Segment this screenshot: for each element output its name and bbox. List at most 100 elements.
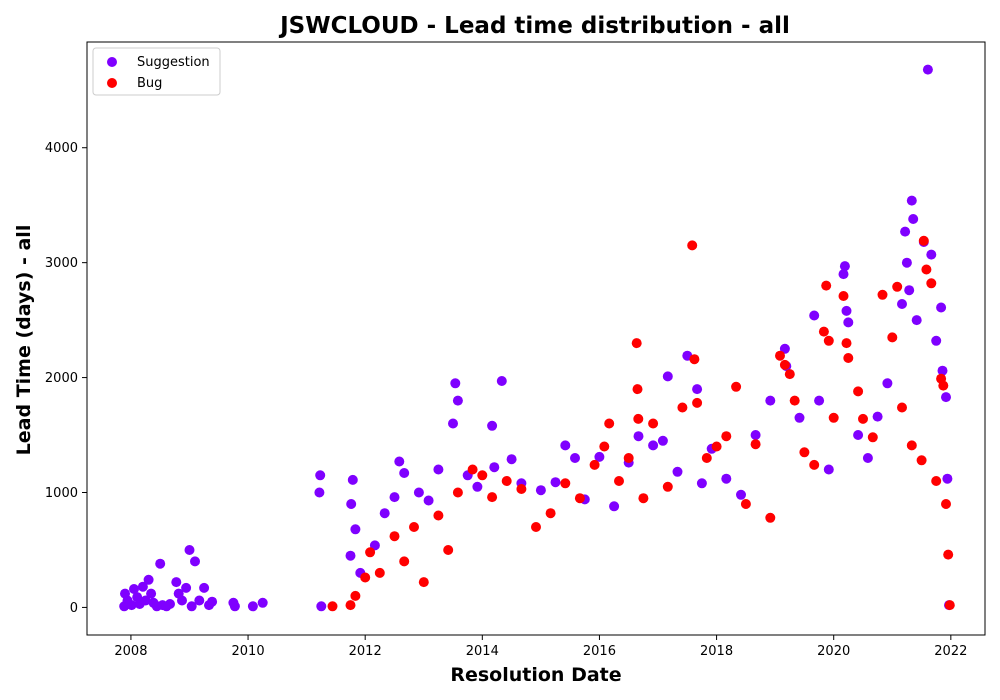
suggestion-point [199, 582, 210, 593]
suggestion-point [315, 470, 326, 481]
suggestion-point [472, 481, 483, 492]
suggestion-point [186, 601, 197, 612]
bug-point [614, 476, 624, 486]
suggestion-point [779, 343, 790, 354]
bug-point [926, 278, 937, 289]
suggestion-point [721, 473, 732, 484]
suggestion-point [506, 454, 517, 465]
bug-point [487, 492, 498, 503]
suggestion-point [489, 462, 500, 473]
bug-point [399, 556, 410, 567]
y-axis-label: Lead Time (days) - all [13, 225, 35, 456]
suggestion-point [146, 588, 157, 599]
suggestion-point [904, 285, 915, 296]
bug-point [589, 459, 600, 470]
suggestion-point [657, 435, 668, 446]
suggestion-point [931, 335, 942, 346]
suggestion-point [207, 596, 218, 607]
bug-point [409, 522, 419, 532]
legend: Suggestion Bug [92, 47, 221, 96]
y-tick-label: 3000 [45, 256, 78, 271]
suggestion-point [942, 473, 953, 484]
bug-point [721, 431, 732, 442]
suggestion-point [137, 581, 148, 592]
suggestion-point [129, 584, 139, 594]
suggestion-point [181, 582, 192, 593]
bug-point [841, 338, 852, 349]
suggestion-point [346, 499, 357, 509]
bug-point [365, 547, 376, 558]
bug-point [765, 512, 776, 523]
suggestion-point [140, 595, 151, 606]
bug-point [701, 453, 712, 463]
suggestion-point [350, 524, 361, 535]
bug-point [604, 418, 615, 429]
bug-point [443, 545, 454, 555]
suggestion-point [692, 384, 703, 395]
bug-point [638, 493, 649, 504]
suggestion-point [448, 418, 458, 429]
suggestion-point [570, 453, 580, 463]
suggestion-point [922, 64, 933, 75]
suggestion-point [379, 508, 390, 519]
bug-point [662, 481, 673, 492]
x-tick-label: 2010 [232, 644, 265, 659]
bug-point [821, 280, 832, 291]
suggestion-point [750, 430, 761, 440]
suggestion-point [882, 378, 893, 389]
bug-point [877, 289, 888, 300]
bug-point [867, 432, 878, 443]
suggestion-point [926, 249, 937, 260]
x-tick-label: 2008 [114, 644, 147, 659]
suggestion-point [194, 595, 205, 606]
y-axis-ticks: 0 1000 2000 3000 4000 [45, 141, 87, 616]
suggestion-point [937, 365, 948, 376]
bug-point [941, 499, 951, 509]
suggestion-point [911, 315, 922, 326]
x-tick-label: 2018 [700, 644, 733, 659]
bug-point [921, 264, 932, 275]
bug-point [838, 291, 849, 301]
suggestion-point [594, 451, 605, 462]
suggestion-point [394, 456, 405, 467]
suggestion-point [662, 371, 673, 382]
suggestion-point [496, 376, 507, 386]
bug-point [599, 441, 610, 452]
legend-label-bug: Bug [137, 76, 162, 91]
suggestion-point [155, 558, 166, 569]
bug-point [740, 499, 751, 509]
bug-point [350, 590, 361, 601]
suggestion-point [672, 466, 683, 477]
suggestion-point [257, 597, 268, 608]
y-tick-label: 1000 [45, 486, 78, 501]
points-layer [119, 64, 955, 612]
bug-point [374, 567, 385, 578]
suggestion-point [314, 487, 325, 498]
bug-point [789, 395, 800, 406]
suggestion-point [126, 600, 137, 611]
suggestion-point [247, 601, 258, 612]
bug-point [631, 338, 642, 349]
suggestion-point [347, 474, 358, 485]
bug-point [687, 240, 698, 251]
suggestion-point [906, 195, 917, 206]
bug-point [818, 326, 829, 337]
bug-point [918, 235, 929, 246]
y-tick-label: 4000 [45, 141, 78, 156]
bug-point [574, 493, 585, 504]
plot-area: 2008 2010 2012 2014 2016 2018 2020 2022 0 1000 20… [45, 41, 986, 659]
bug-point [632, 384, 643, 395]
suggestion-point [450, 378, 461, 389]
bug-point [938, 380, 949, 391]
x-tick-label: 2022 [934, 644, 967, 659]
suggestion-point [550, 477, 561, 488]
bug-point [775, 350, 785, 361]
suggestion-point [872, 411, 883, 422]
suggestion-point [633, 431, 644, 442]
bug-point [531, 522, 541, 532]
suggestion-point [841, 305, 852, 316]
y-tick-label: 2000 [45, 371, 78, 386]
suggestion-point [897, 299, 907, 309]
bug-point [501, 476, 512, 486]
y-tick-label: 0 [70, 601, 78, 616]
